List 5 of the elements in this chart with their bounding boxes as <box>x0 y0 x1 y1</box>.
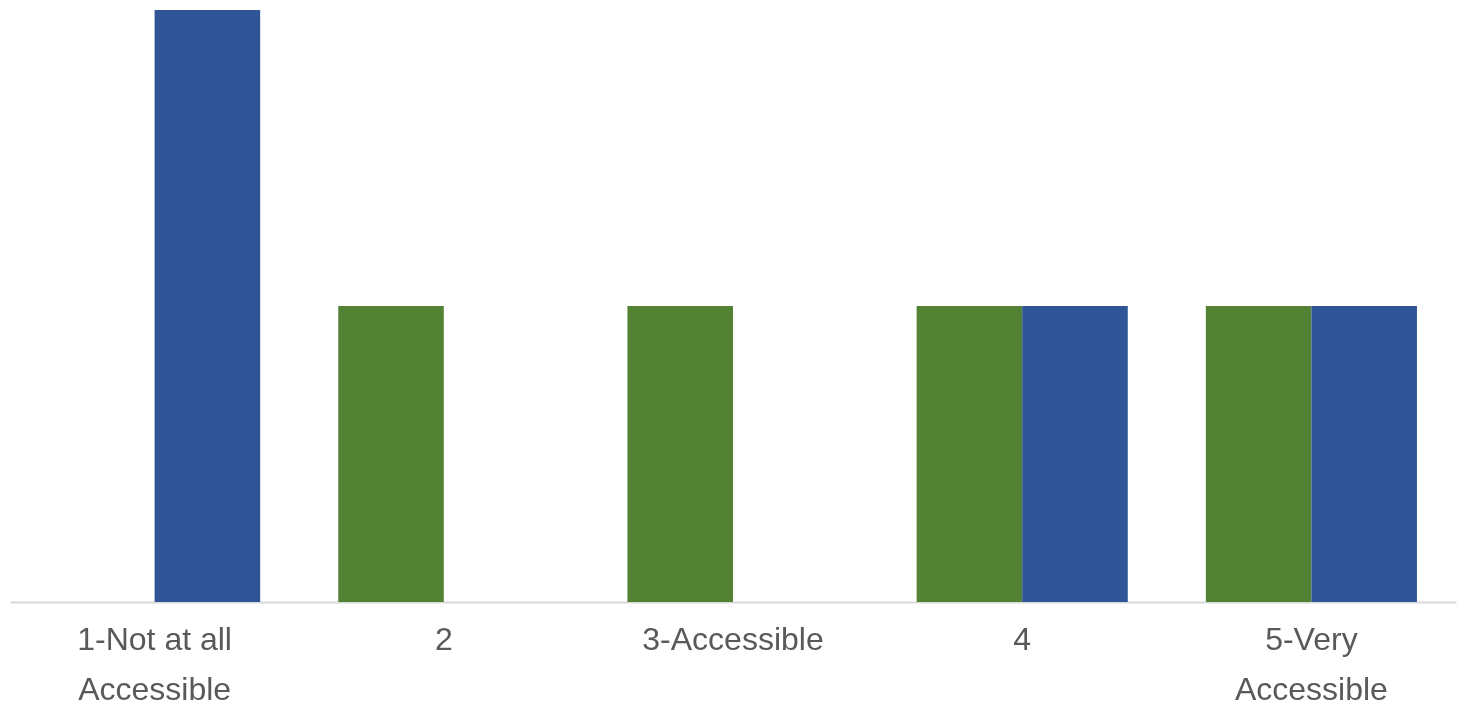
x-tick-label: 2 <box>434 620 453 657</box>
x-tick-label: 3-Accessible <box>642 620 824 657</box>
x-tick-label: 1-Not at all Accessible <box>77 620 232 707</box>
x-tick-label: 4 <box>1013 620 1032 657</box>
x-tick-label: 5-Very Accessible <box>1234 620 1388 707</box>
